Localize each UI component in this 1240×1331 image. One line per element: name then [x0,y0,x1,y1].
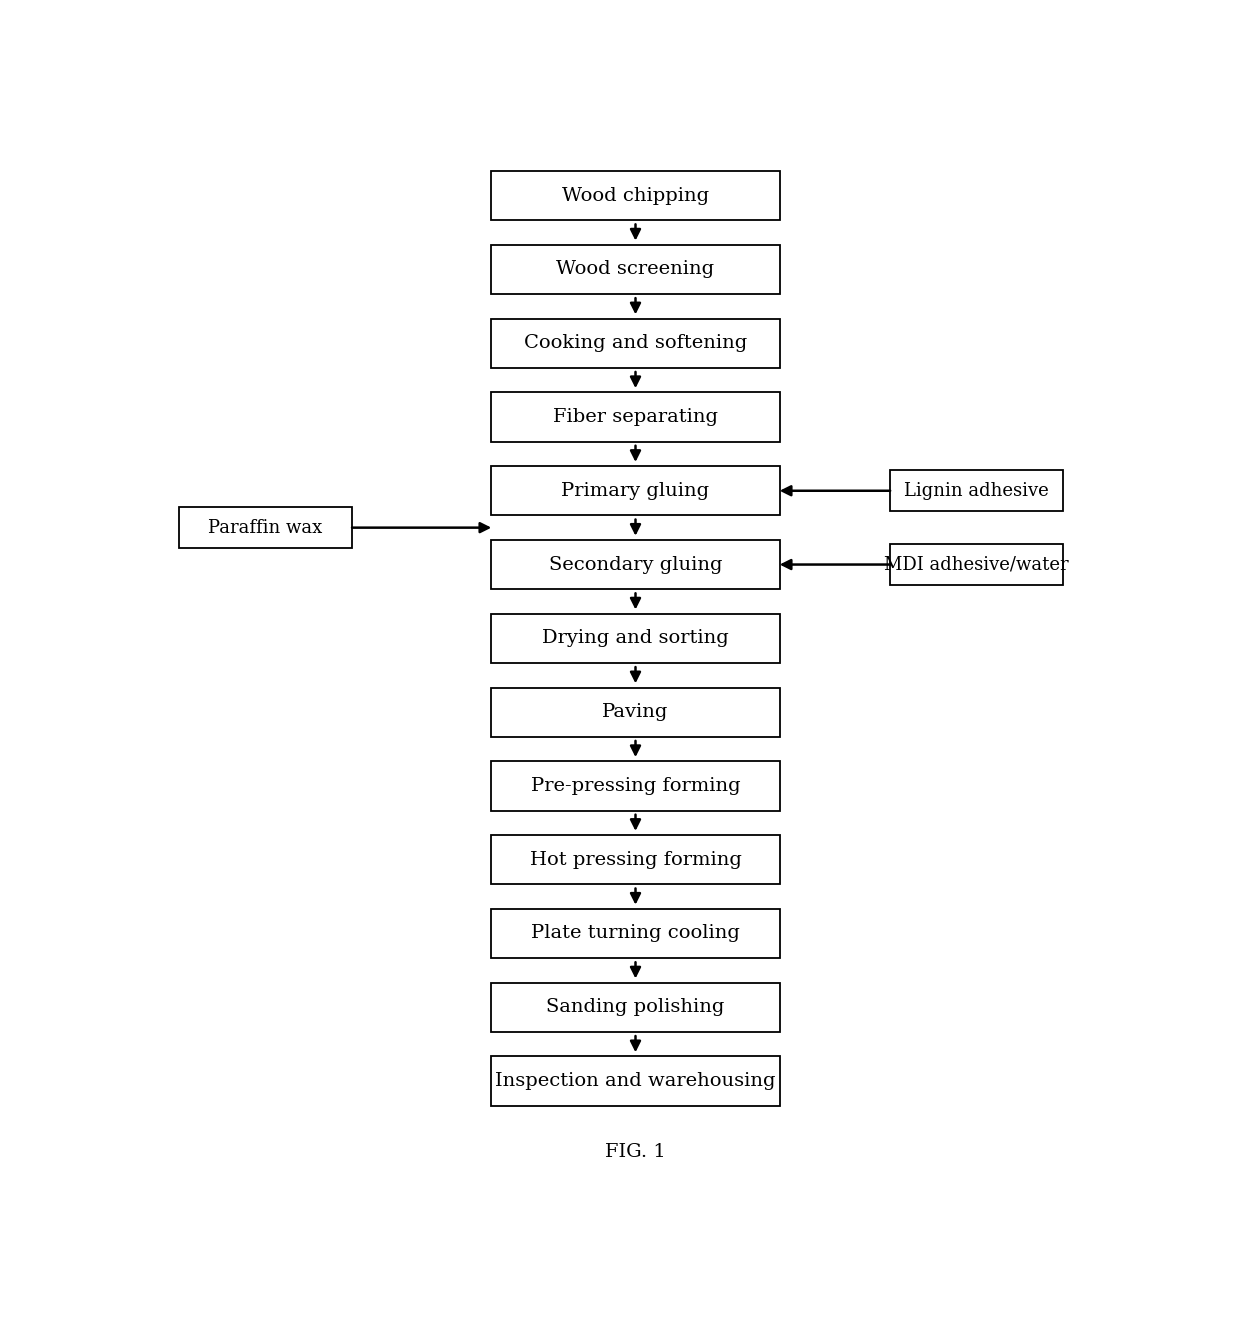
Text: Lignin adhesive: Lignin adhesive [904,482,1049,499]
Text: FIG. 1: FIG. 1 [605,1143,666,1161]
Text: Fiber separating: Fiber separating [553,409,718,426]
FancyBboxPatch shape [491,688,780,737]
Text: Wood chipping: Wood chipping [562,186,709,205]
FancyBboxPatch shape [491,761,780,811]
Text: Primary gluing: Primary gluing [562,482,709,499]
Text: Paraffin wax: Paraffin wax [208,519,322,536]
FancyBboxPatch shape [491,245,780,294]
FancyBboxPatch shape [491,614,780,663]
FancyBboxPatch shape [491,982,780,1032]
Text: Wood screening: Wood screening [557,261,714,278]
Text: MDI adhesive/water: MDI adhesive/water [884,555,1069,574]
Text: Sanding polishing: Sanding polishing [547,998,724,1017]
FancyBboxPatch shape [491,170,780,220]
FancyBboxPatch shape [491,466,780,515]
FancyBboxPatch shape [491,1057,780,1106]
FancyBboxPatch shape [890,470,1063,511]
Text: Cooking and softening: Cooking and softening [523,334,748,353]
Text: Pre-pressing forming: Pre-pressing forming [531,777,740,795]
Text: Plate turning cooling: Plate turning cooling [531,925,740,942]
Text: Secondary gluing: Secondary gluing [549,555,722,574]
FancyBboxPatch shape [491,909,780,958]
Text: Inspection and warehousing: Inspection and warehousing [495,1071,776,1090]
FancyBboxPatch shape [491,835,780,884]
FancyBboxPatch shape [491,540,780,590]
Text: Drying and sorting: Drying and sorting [542,630,729,647]
FancyBboxPatch shape [491,393,780,442]
FancyBboxPatch shape [890,544,1063,586]
Text: Paving: Paving [603,703,668,721]
FancyBboxPatch shape [491,318,780,367]
Text: Hot pressing forming: Hot pressing forming [529,851,742,869]
FancyBboxPatch shape [179,507,352,548]
